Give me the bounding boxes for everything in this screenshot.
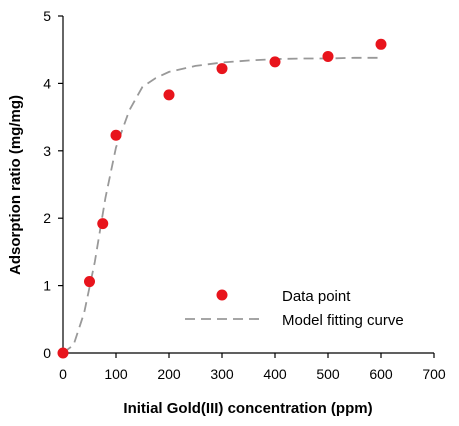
data-point — [110, 129, 122, 141]
y-tick-label: 4 — [43, 75, 51, 91]
x-tick-label: 400 — [263, 366, 287, 382]
data-point — [216, 63, 228, 75]
x-tick-label: 500 — [316, 366, 340, 382]
data-point — [269, 56, 281, 68]
legend-point-marker — [216, 289, 228, 301]
y-tick-label: 1 — [43, 278, 51, 294]
x-tick-label: 200 — [157, 366, 181, 382]
x-tick-label: 100 — [104, 366, 128, 382]
data-point — [97, 218, 109, 230]
x-axis-title: Initial Gold(III) concentration (ppm) — [123, 400, 372, 417]
y-axis-title: Adsorption ratio (mg/mg) — [7, 95, 24, 275]
plot-area: 0 1 2 3 4 5 0 100 200 300 400 500 600 700 — [43, 8, 446, 382]
x-tick-label: 600 — [369, 366, 393, 382]
x-tick-label: 700 — [422, 366, 446, 382]
y-tick-label: 0 — [43, 345, 51, 361]
y-tick-label: 5 — [43, 8, 51, 24]
curve-layer — [62, 56, 381, 354]
data-point — [84, 276, 95, 288]
y-tick-label: 2 — [43, 210, 51, 226]
y-tick-label: 3 — [43, 143, 51, 159]
x-tick-label: 0 — [59, 366, 67, 382]
x-tick-label: 300 — [210, 366, 234, 382]
legend-curve-label: Model fitting curve — [282, 312, 404, 329]
x-ticks: 0 100 200 300 400 500 600 700 — [59, 353, 446, 382]
data-point — [163, 89, 175, 101]
data-point — [375, 38, 387, 50]
y-ticks: 0 1 2 3 4 5 — [43, 8, 63, 361]
legend-point-label: Data point — [282, 288, 351, 305]
data-point — [322, 50, 334, 62]
points-layer — [57, 38, 387, 359]
legend: Data point Model fitting curve — [185, 288, 404, 329]
model-fitting-curve — [62, 56, 381, 354]
data-point — [57, 347, 69, 359]
